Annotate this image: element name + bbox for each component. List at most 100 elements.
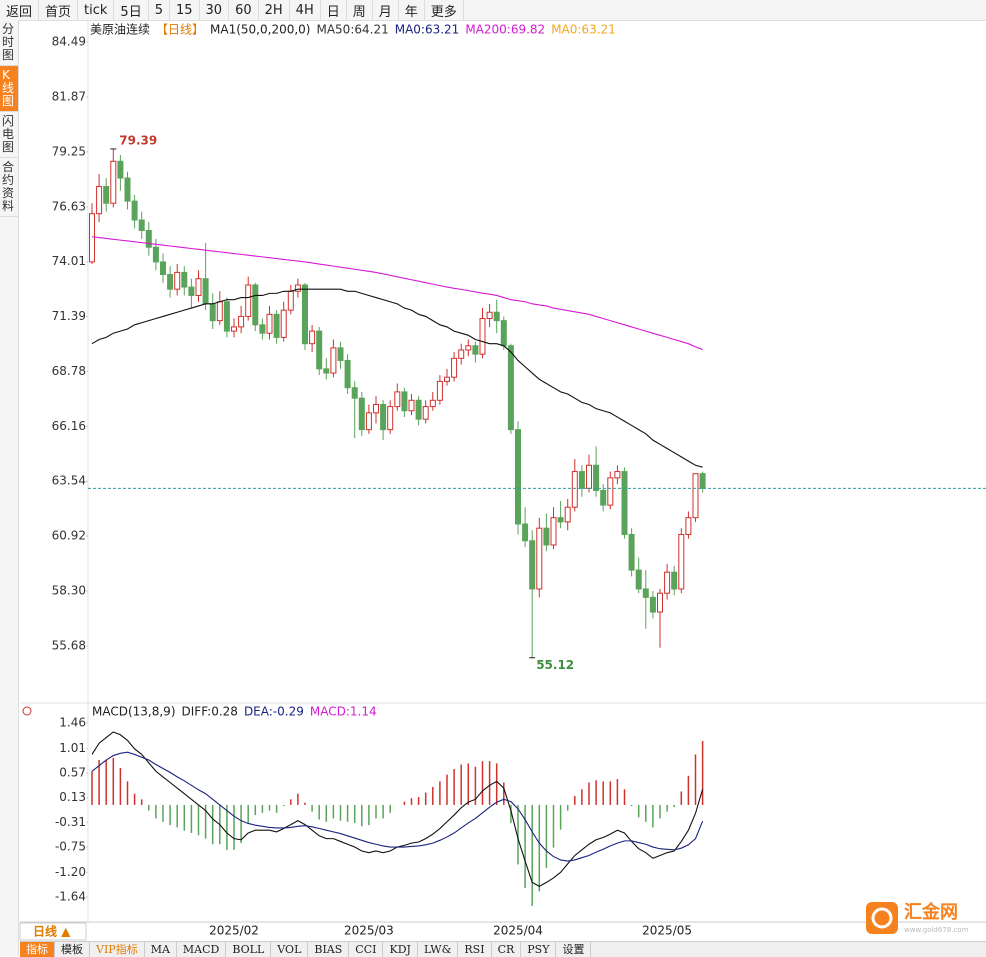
indicator-tab[interactable]: CR (492, 942, 522, 957)
candle-body (337, 347, 344, 361)
toolbar-button[interactable]: 5日 (114, 0, 149, 20)
legend-entry: MA0:63.21 (551, 23, 616, 37)
indicator-tab[interactable]: MACD (177, 942, 227, 957)
candle-body (223, 301, 230, 332)
candle-body (365, 412, 372, 431)
indicator-tab[interactable]: KDJ (383, 942, 418, 957)
indicator-line (91, 751, 704, 862)
candle-body (273, 313, 280, 338)
candle-body (302, 284, 308, 345)
y-tick-label: 71.39 (52, 309, 86, 323)
candle-body (571, 471, 578, 508)
toolbar-button[interactable]: 4H (290, 0, 321, 20)
sidebar-tab[interactable]: 闪电图 (0, 112, 18, 158)
candle-body (89, 213, 95, 263)
candle-body (174, 271, 181, 290)
sidebar-tab[interactable]: 分时图 (0, 20, 18, 66)
x-tick-label: 2025/05 (642, 924, 692, 938)
settings-icon[interactable] (22, 706, 32, 716)
high-label: 79.39 (119, 133, 157, 147)
candle-body (429, 399, 436, 408)
candle-body (578, 471, 585, 489)
candle-body (593, 464, 600, 491)
candle-body (649, 596, 656, 613)
candle-body (536, 527, 543, 590)
toolbar-button[interactable]: 2H (259, 0, 290, 20)
period-button[interactable] (19, 922, 87, 941)
candle-body (195, 278, 202, 296)
indicator-tab[interactable]: 指标 (20, 942, 55, 957)
candle-body (373, 403, 379, 414)
candle-body (458, 349, 465, 359)
legend-entry: MA50:64.21 (316, 23, 388, 37)
candle-body (678, 533, 685, 590)
toolbar-button[interactable]: 30 (200, 0, 230, 20)
legend-entry: 【日线】 (156, 23, 204, 37)
indicator-tab[interactable]: RSI (458, 942, 492, 957)
toolbar-button[interactable]: 年 (399, 0, 425, 20)
y-tick-label: -1.64 (55, 890, 86, 904)
x-tick-label: 2025/03 (344, 924, 394, 938)
candle-body (351, 387, 358, 399)
logo-url: www.gold678.com (904, 926, 969, 934)
y-tick-label: 1.01 (59, 741, 86, 755)
indicator-tab[interactable]: BIAS (308, 942, 350, 957)
indicator-tab[interactable]: VIP指标 (90, 942, 145, 957)
candle-body (167, 274, 174, 290)
candle-body (280, 309, 287, 338)
candle-body (231, 326, 237, 332)
y-tick-label: 76.63 (52, 199, 86, 213)
candle-body (401, 391, 408, 412)
candle-body (664, 571, 671, 594)
indicator-line (91, 236, 703, 351)
candle-body (394, 391, 401, 408)
sidebar-tab[interactable]: K线图 (0, 66, 18, 112)
candle-body (209, 303, 216, 322)
candle-body (692, 473, 699, 519)
toolbar-button[interactable]: 首页 (39, 0, 79, 20)
candle-body (216, 301, 223, 322)
toolbar-button[interactable]: 15 (170, 0, 200, 20)
candle-body (550, 517, 557, 546)
y-tick-label: 0.13 (59, 790, 86, 804)
sidebar: 分时图 K线图 闪电图 合约资料 (0, 20, 19, 956)
legend-entry: MA1(50,0,200,0) (210, 23, 310, 37)
indicator-tab[interactable]: VOL (271, 942, 309, 957)
toolbar-button[interactable]: 更多 (425, 0, 464, 20)
candle-body (436, 380, 443, 401)
toolbar-button[interactable]: tick (78, 0, 115, 20)
candle-body (422, 406, 429, 420)
indicator-tab[interactable]: BOLL (226, 942, 272, 957)
toolbar-button[interactable]: 日 (321, 0, 347, 20)
candle-body (287, 290, 294, 311)
indicator-tab[interactable]: PSY (521, 942, 557, 957)
sidebar-tab[interactable]: 合约资料 (0, 158, 18, 217)
toolbar-button[interactable]: 月 (373, 0, 399, 20)
candle-body (202, 278, 209, 305)
candle-body (259, 324, 266, 334)
candle-body (181, 271, 188, 288)
toolbar-button[interactable]: 返回 (0, 0, 40, 20)
indicator-tab[interactable]: 模板 (55, 942, 90, 957)
legend-entry: MACD(13,8,9) (92, 705, 176, 719)
candle-body (117, 160, 124, 179)
toolbar-button[interactable]: 5 (149, 0, 170, 20)
candle-body (621, 471, 628, 535)
candle-body (522, 523, 529, 542)
indicator-tab[interactable]: 设置 (556, 942, 592, 957)
toolbar-button[interactable]: 60 (229, 0, 259, 20)
indicator-tab[interactable]: LW& (418, 942, 459, 957)
indicator-tab[interactable]: CCI (349, 942, 384, 957)
candle-body (138, 219, 145, 231)
candle-body (145, 229, 152, 248)
period-button-text[interactable]: 日线 ▲ (33, 924, 71, 939)
toolbar-button[interactable]: 周 (347, 0, 373, 20)
candle-body (160, 261, 166, 276)
candle-body (96, 185, 103, 215)
y-tick-label: 66.16 (52, 419, 86, 433)
y-tick-label: -1.20 (55, 865, 86, 879)
candle-body (479, 318, 486, 355)
indicator-tab[interactable]: MA (145, 942, 177, 957)
